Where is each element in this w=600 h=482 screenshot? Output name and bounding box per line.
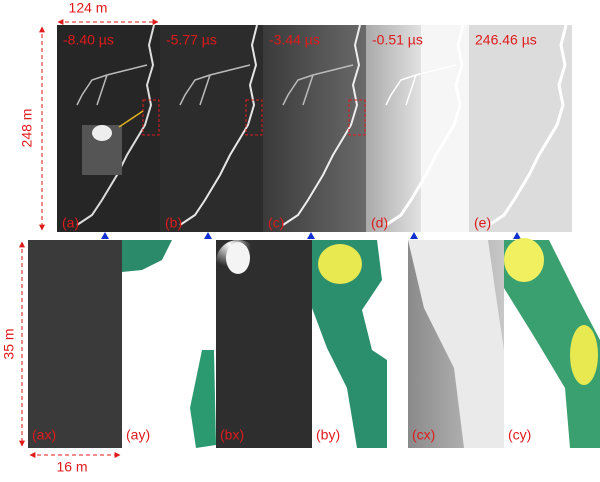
panel-label: (a) [62,215,79,231]
mask-region [190,350,216,448]
mask-region [504,240,600,448]
mask-core [318,244,362,284]
panel-label: (by) [316,427,340,443]
panel-label: (b) [165,215,182,231]
time-label: -3.44 µs [269,32,320,48]
marker-triangle [513,232,521,239]
roi-box [348,99,366,136]
panel-label: (cx) [412,427,435,443]
lightning-branch [385,64,457,106]
marker-triangle [101,232,109,239]
panel-label: (e) [474,215,491,231]
inset-arrow [118,110,144,128]
scale-bars [19,19,159,458]
scale-label: 35 m [1,328,17,359]
time-label: -8.40 µs [63,32,114,48]
panel-label: (d) [371,215,388,231]
lightning-branch [76,64,148,106]
time-label: 246.46 µs [475,32,537,48]
mask-region [312,240,387,448]
flash [421,25,469,232]
time-label: -5.77 µs [166,32,217,48]
inset-glow [92,125,112,141]
lightning [282,24,361,226]
lightning-branch [282,64,354,106]
image-panel [28,240,122,448]
photo-panel [160,25,263,232]
roi-box [245,99,263,136]
panel-label: (ax) [32,427,56,443]
lightning [385,24,465,227]
scale-label: 124 m [69,0,108,16]
scale-label: 16 m [56,459,87,475]
photo-panel [263,25,366,232]
panel-label: (ay) [126,427,150,443]
marker-triangle [307,232,315,239]
time-label: -0.51 µs [372,32,423,48]
scale-label: 248 m [19,109,35,148]
mask-core [570,325,598,385]
marker-triangle [410,232,418,239]
lightning [179,24,258,226]
roi-box [142,99,160,136]
panels: -8.40 µs (a) -5.77 µs (b) -3.44 µs (c) -0.51 µ… [28,24,600,448]
mask-core [504,238,544,282]
mask-region [122,240,172,272]
lightning [488,24,568,227]
panel-label: (c) [268,215,284,231]
lightning-branch [179,64,251,106]
panel-label: (bx) [220,427,244,443]
bright-band [408,240,504,448]
panel-label: (cy) [508,427,531,443]
lightning [76,24,155,226]
bright-core [226,242,250,274]
marker-triangle [204,232,212,239]
